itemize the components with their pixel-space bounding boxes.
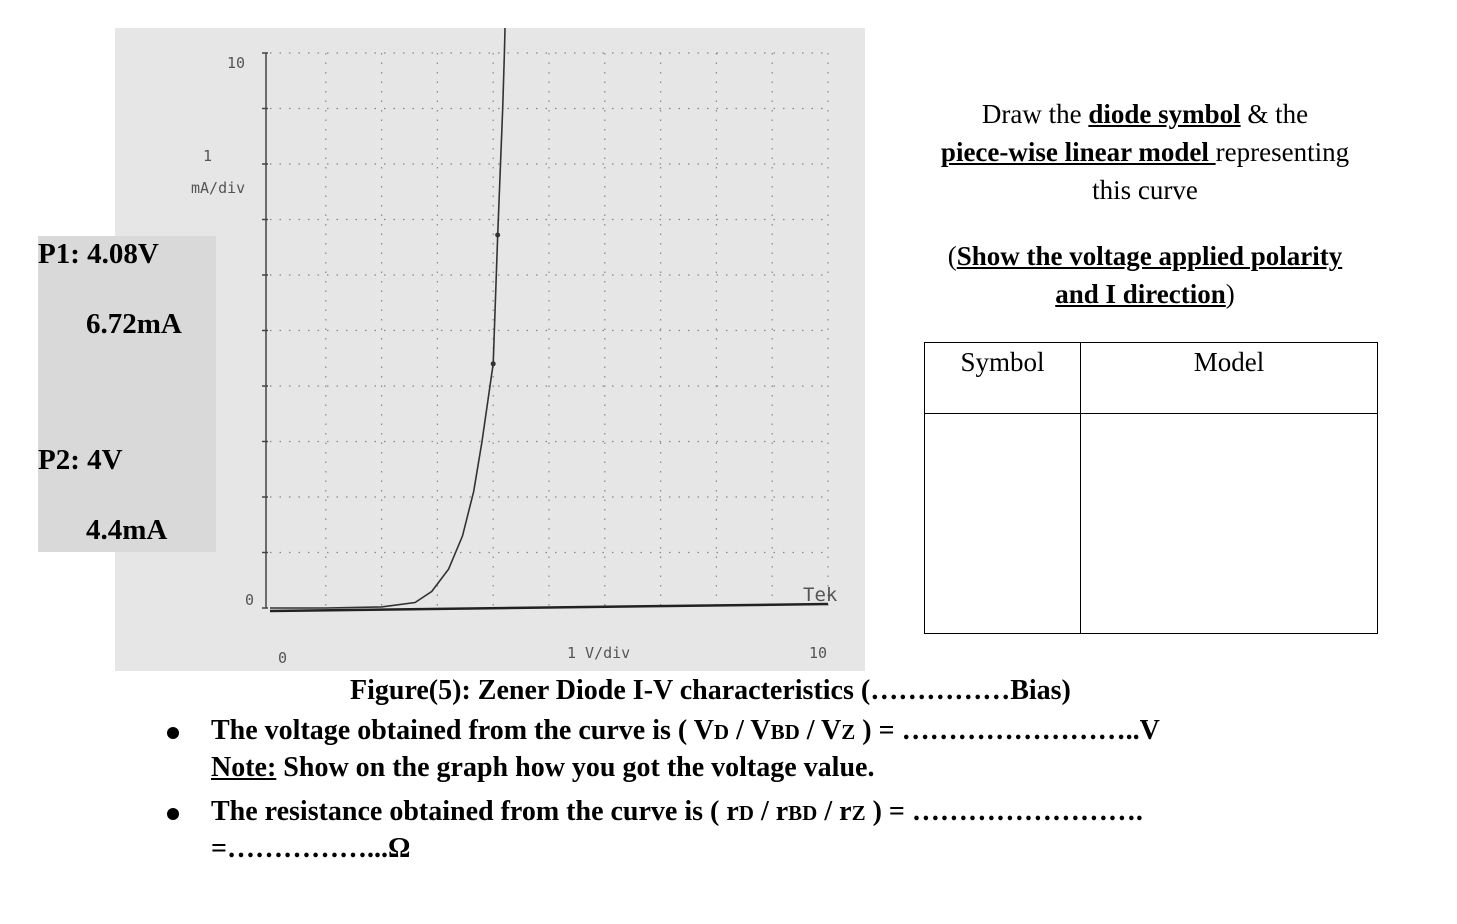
x-scale-label: 1 V/div [567,644,630,662]
x-tick-max: 10 [809,644,827,662]
x-axis [269,602,829,613]
q-sub: BD [788,801,818,825]
instructions: Draw the diode symbol & the piece-wise l… [915,95,1375,313]
instr-text: representing [1215,137,1350,167]
resistance-question: The resistance obtained from the curve i… [211,796,1143,828]
note-label: Note: [211,752,277,783]
model-header: Model [1080,342,1378,414]
chart-axes [262,52,829,613]
oscilloscope-panel: 10 0 1 mA/div 0 1 V/div 10 Tek [115,28,865,671]
instr-text: this curve [1092,175,1198,205]
bullet-icon [167,808,179,820]
instr-direction: and I direction [1055,279,1226,309]
chart-grid [270,52,829,608]
q-sub: BD [770,720,800,744]
p2-current: 4.4mA [86,514,168,546]
q-sub: Z [841,720,856,744]
q-sub: D [713,720,730,744]
measured-points-box: P1: 4.08V 6.72mA P2: 4V 4.4mA [38,236,216,552]
instr-pwl-model: piece-wise linear model [940,137,1216,167]
q-text: / r [817,796,852,827]
p1-current: 6.72mA [86,308,182,340]
y-scale-value: 1 [203,147,212,165]
iv-chart: 10 0 1 mA/div 0 1 V/div 10 Tek [191,28,838,667]
instr-paren: ( [947,241,957,271]
q-sub: Z [851,801,866,825]
instr-polarity: Show the voltage applied polarity [956,241,1343,271]
tek-brand-label: Tek [803,584,838,606]
q-text: The resistance obtained from the curve i… [211,796,739,827]
curve-point-marker [490,361,496,367]
instr-paren: ) [1225,279,1235,309]
p1-voltage: P1: 4.08V [38,238,159,270]
chart-markers [490,232,501,367]
q-text: / r [753,796,789,827]
symbol-header: Symbol [924,342,1081,414]
instr-text: Draw the [981,99,1089,129]
q-sub: D [738,801,754,825]
symbol-cell[interactable] [924,413,1081,634]
q-text: ) = ……………………. [865,796,1143,827]
model-cell[interactable] [1080,413,1378,634]
bullet-icon [167,727,179,739]
instr-diode-symbol: diode symbol [1088,99,1241,129]
p2-voltage: P2: 4V [38,444,123,476]
curve-point-marker [495,232,501,238]
instr-text: & the [1240,99,1309,129]
y-tick-zero: 0 [245,591,254,609]
voltage-question: The voltage obtained from the curve is (… [211,715,1160,747]
note-line: Note: Show on the graph how you got the … [211,752,874,784]
y-tick-max: 10 [227,54,245,72]
iv-curve-series [270,28,506,609]
resistance-answer-line: =……………...Ω [211,833,411,864]
q-text: / V [729,715,771,746]
q-text: The voltage obtained from the curve is (… [211,715,714,746]
answer-table: Symbol Model [924,342,1378,634]
x-tick-zero: 0 [278,649,287,667]
q-text: ) = ……………………..V [855,715,1160,746]
q-text: / V [799,715,842,746]
y-scale-unit: mA/div [191,179,245,197]
figure-caption: Figure(5): Zener Diode I-V characteristi… [350,675,1071,706]
note-text: Show on the graph how you got the voltag… [276,752,875,783]
